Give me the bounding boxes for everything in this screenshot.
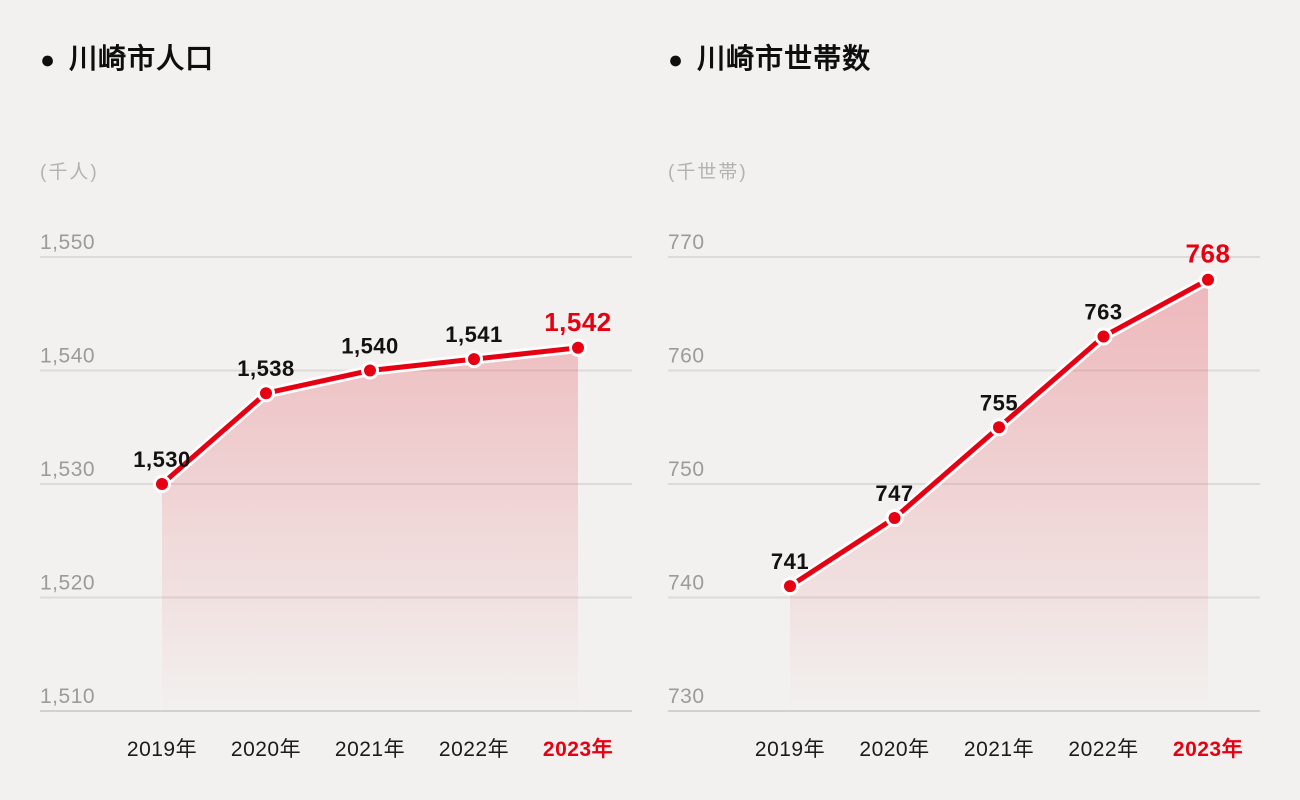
households-value-label-2020: 747 xyxy=(875,481,913,506)
population-chart-title: ● 川崎市人口 xyxy=(40,43,215,75)
households-value-label-2019: 741 xyxy=(771,549,809,574)
population-x-tick-label-2023: 2023年 xyxy=(543,737,613,761)
population-value-label-2020: 1,538 xyxy=(237,356,295,381)
population-x-tick-label-2022: 2022年 xyxy=(439,738,509,761)
population-y-tick-label: 1,530 xyxy=(40,458,95,481)
households-y-tick-label: 770 xyxy=(668,231,705,254)
households-x-tick-label-2022: 2022年 xyxy=(1068,738,1138,761)
population-data-point-2019 xyxy=(153,475,171,493)
households-data-point-2019 xyxy=(781,577,799,596)
households-area-fill xyxy=(790,279,1208,711)
population-chart-title-text: 川崎市人口 xyxy=(69,43,215,74)
households-y-tick-label: 740 xyxy=(668,572,705,595)
households-value-label-2021: 755 xyxy=(980,390,1018,415)
households-unit-label: (千世帯) xyxy=(668,162,748,183)
households-value-label-2022: 763 xyxy=(1084,299,1122,324)
population-x-tick-label-2019: 2019年 xyxy=(127,738,197,761)
population-area-fill xyxy=(162,347,578,711)
population-y-tick-label: 1,550 xyxy=(40,231,95,254)
population-value-label-2021: 1,540 xyxy=(341,334,399,359)
households-y-tick-label: 730 xyxy=(668,685,705,708)
households-y-tick-label: 750 xyxy=(668,458,705,481)
households-data-point-2022 xyxy=(1094,327,1113,346)
households-data-point-2021 xyxy=(990,418,1008,437)
population-data-point-2023 xyxy=(569,338,587,357)
bullet-icon: ● xyxy=(40,45,57,74)
population-value-label-2022: 1,541 xyxy=(445,322,503,347)
households-value-label-2023: 768 xyxy=(1186,239,1231,269)
households-y-tick-label: 760 xyxy=(668,345,705,368)
population-x-tick-label-2021: 2021年 xyxy=(335,738,405,761)
population-value-label-2023: 1,542 xyxy=(544,307,612,337)
population-data-point-2022 xyxy=(465,350,483,369)
population-unit-label: (千人) xyxy=(40,162,99,183)
households-x-tick-label-2020: 2020年 xyxy=(859,738,929,761)
population-data-point-2020 xyxy=(257,384,275,403)
population-y-tick-label: 1,520 xyxy=(40,572,95,595)
households-x-tick-label-2021: 2021年 xyxy=(964,738,1034,761)
households-data-point-2020 xyxy=(885,509,904,528)
population-value-label-2019: 1,530 xyxy=(133,447,191,472)
households-chart-title: ● 川崎市世帯数 xyxy=(668,43,872,75)
bullet-icon: ● xyxy=(668,45,685,74)
households-x-tick-label-2019: 2019年 xyxy=(755,738,825,761)
households-x-tick-label-2023: 2023年 xyxy=(1173,737,1243,761)
population-data-point-2021 xyxy=(361,361,379,380)
population-x-tick-label-2020: 2020年 xyxy=(231,738,301,761)
households-data-point-2023 xyxy=(1199,270,1217,289)
households-chart-title-text: 川崎市世帯数 xyxy=(697,43,872,74)
population-y-tick-label: 1,540 xyxy=(40,345,95,368)
population-y-tick-label: 1,510 xyxy=(40,685,95,708)
